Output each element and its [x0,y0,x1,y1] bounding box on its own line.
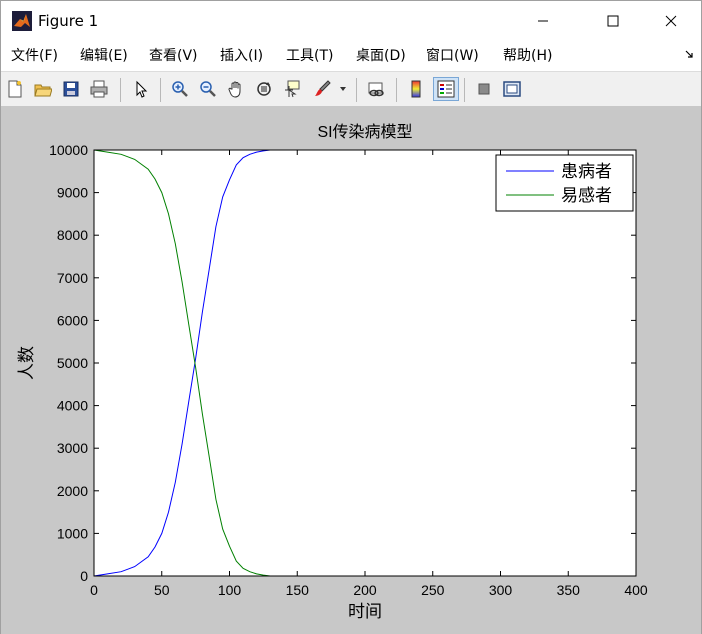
open-file-icon [34,84,52,97]
insert-legend-button[interactable] [433,77,459,101]
y-axis-label: 人数 [17,346,36,380]
link-plot-icon [368,82,384,97]
brush-dropdown[interactable] [337,78,349,100]
minimize-button[interactable] [520,1,566,41]
matlab-logo-icon [12,11,32,31]
window-title: Figure 1 [38,12,99,30]
maximize-button[interactable] [590,1,636,41]
chevron-down-icon [340,87,346,91]
legend-icon [437,80,455,98]
insert-colorbar-button[interactable] [405,78,427,100]
data-cursor-icon [285,80,300,98]
minimize-icon [538,20,548,22]
menu-view[interactable]: 查看(V) [149,48,198,64]
axes[interactable]: 0 50 100 150 200 250 300 350 400 0 1000 2000 3000 40… [49,142,648,598]
close-icon [665,15,677,27]
legend-label-infected: 患病者 [561,162,612,181]
y-tick-label: 3000 [57,440,88,456]
x-tick-label: 100 [218,582,242,598]
x-tick-label: 350 [557,582,581,598]
x-tick-label: 400 [624,582,648,598]
toolbar-separator [396,78,397,102]
legend[interactable]: 患病者 易感者 [495,154,634,212]
x-tick-label: 50 [154,582,170,598]
show-plot-tools-icon [503,81,521,97]
data-cursor-button[interactable] [281,78,303,100]
print-icon [90,80,108,98]
menu-desktop[interactable]: 桌面(D) [356,48,406,64]
x-axis-label: 时间 [348,602,382,621]
save-icon [63,81,79,97]
menu-edit[interactable]: 编辑(E) [80,48,128,64]
zoom-in-button[interactable] [169,78,191,100]
toolbar-separator [356,78,357,102]
y-axis: 0 1000 2000 3000 4000 5000 6000 7000 8000 9000 100… [49,142,636,584]
pan-hand-icon [228,81,241,98]
hide-plot-tools-button[interactable] [473,78,495,100]
new-figure-icon [8,80,22,98]
axes-background [94,150,636,576]
y-tick-label: 9000 [57,185,88,201]
y-tick-label: 4000 [57,398,88,414]
x-tick-label: 0 [90,582,98,598]
chart-title: SI传染病模型 [317,123,412,141]
colorbar-icon [411,80,421,98]
figure-toolbar [1,71,701,107]
close-button[interactable] [648,1,694,41]
y-tick-label: 6000 [57,312,88,328]
x-axis: 0 50 100 150 200 250 300 350 400 [90,150,648,598]
toolbar-separator [160,78,161,102]
rotate-3d-button[interactable] [253,78,275,100]
title-bar[interactable]: Figure 1 [1,1,701,41]
menu-help[interactable]: 帮助(H) [503,48,553,64]
maximize-icon [607,15,619,27]
open-file-button[interactable] [32,78,54,100]
link-plot-button[interactable] [365,78,387,100]
pan-button[interactable] [225,78,247,100]
toolbar-separator [464,78,465,102]
x-tick-label: 150 [286,582,310,598]
show-plot-tools-button[interactable] [501,78,523,100]
zoom-out-button[interactable] [197,78,219,100]
x-tick-label: 200 [353,582,377,598]
toolbar-separator [120,78,121,102]
print-button[interactable] [88,78,110,100]
legend-box [495,154,634,212]
y-tick-label: 1000 [57,525,88,541]
edit-plot-button[interactable] [130,78,152,100]
zoom-out-icon [200,81,216,97]
plot-canvas[interactable]: 0 50 100 150 200 250 300 350 400 0 1000 2000 3000 40… [1,107,701,634]
rotate-3d-icon [257,82,271,96]
y-tick-label: 10000 [49,142,88,158]
new-figure-button[interactable] [4,78,26,100]
brush-icon [315,80,331,96]
y-tick-label: 7000 [57,270,88,286]
menu-file[interactable]: 文件(F) [11,48,58,64]
y-tick-label: 5000 [57,355,88,371]
y-tick-label: 2000 [57,483,88,499]
x-tick-label: 300 [489,582,513,598]
brush-button[interactable] [311,78,333,100]
x-tick-label: 250 [421,582,445,598]
pointer-arrow-icon [136,80,148,98]
y-tick-label: 8000 [57,227,88,243]
zoom-in-icon [172,81,188,97]
arrow-corner-icon[interactable] [685,49,695,59]
save-button[interactable] [60,78,82,100]
menu-insert[interactable]: 插入(I) [220,48,264,64]
menu-tools[interactable]: 工具(T) [286,48,334,64]
legend-label-susceptible: 易感者 [561,186,612,205]
hide-plot-tools-icon [478,83,490,95]
menu-window[interactable]: 窗口(W) [426,48,479,64]
menu-bar: 文件(F) 编辑(E) 查看(V) 插入(I) 工具(T) 桌面(D) 窗口(W… [1,41,701,71]
y-tick-label: 0 [80,568,88,584]
